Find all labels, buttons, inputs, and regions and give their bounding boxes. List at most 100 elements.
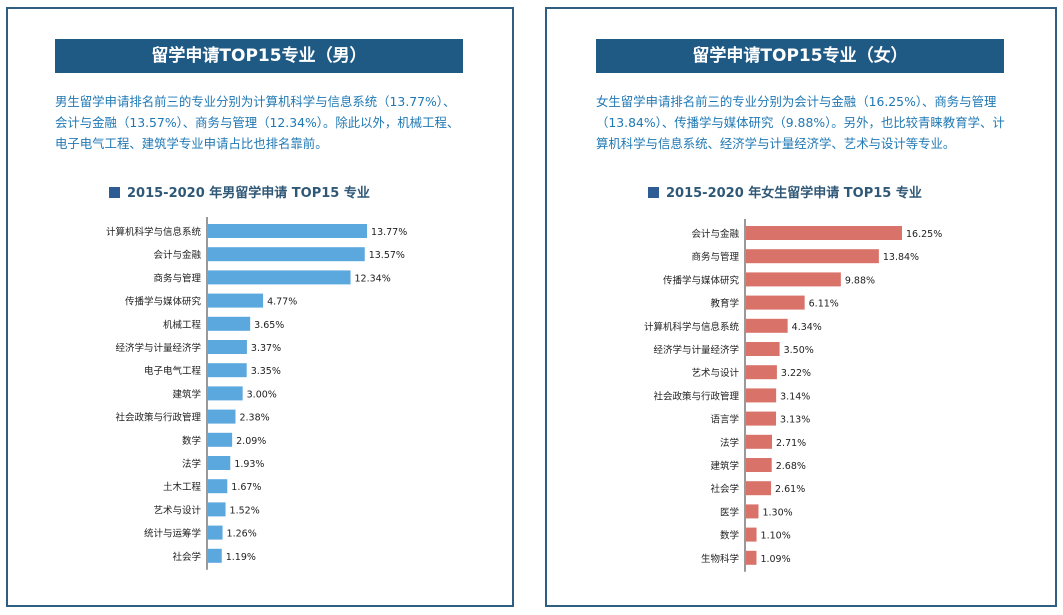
male-category-label: 土木工程 <box>163 481 202 493</box>
female-bar <box>746 365 777 380</box>
female-value-label: 16.25% <box>906 229 942 240</box>
female-category-label: 生物科学 <box>701 553 739 565</box>
male-value-label: 3.65% <box>254 320 284 331</box>
male-value-label: 13.57% <box>369 250 405 261</box>
male-value-label: 1.67% <box>231 482 261 493</box>
male-chart-title: 2015-2020 年男留学申请 TOP15 专业 <box>127 186 370 201</box>
female-bar <box>746 342 780 356</box>
male-chart-title-row: 2015-2020 年男留学申请 TOP15 专业 <box>109 185 370 203</box>
male-category-label: 社会学 <box>172 551 201 563</box>
female-category-label: 医学 <box>720 506 739 518</box>
female-category-label: 艺术与设计 <box>691 367 739 379</box>
male-category-label: 会计与金融 <box>153 249 201 261</box>
female-panel: 留学申请TOP15专业（女） 女生留学申请排名前三的专业分别为会计与金融（16.… <box>545 7 1057 607</box>
female-category-label: 数学 <box>720 530 739 542</box>
male-category-label: 数学 <box>182 435 201 447</box>
female-bar <box>746 411 777 426</box>
female-bar <box>746 226 902 240</box>
male-bar <box>208 363 247 378</box>
female-category-label: 计算机科学与信息系统 <box>644 321 740 333</box>
female-bar <box>746 481 772 496</box>
male-bar <box>208 247 365 262</box>
male-category-label: 经济学与计量经济学 <box>115 342 201 354</box>
male-category-label: 电子电气工程 <box>144 365 202 377</box>
male-bar <box>208 456 231 470</box>
female-value-label: 6.11% <box>809 299 839 310</box>
female-value-label: 13.84% <box>883 252 919 263</box>
female-bar <box>746 318 788 333</box>
female-chart-title: 2015-2020 年女生留学申请 TOP15 专业 <box>666 186 922 201</box>
female-bar <box>746 272 841 287</box>
female-value-label: 3.22% <box>781 368 811 379</box>
female-bar <box>746 434 773 449</box>
male-value-label: 13.77% <box>371 227 407 238</box>
female-banner: 留学申请TOP15专业（女） <box>596 39 1004 73</box>
male-bar <box>208 386 243 401</box>
male-value-label: 3.35% <box>251 366 281 377</box>
male-value-label: 4.77% <box>267 297 297 308</box>
female-bar-chart: 会计与金融 16.25% 商务与管理 13.84% 传播学与媒体研究 9.88% 教育学 6.… <box>644 219 942 572</box>
female-category-label: 建筑学 <box>710 460 739 472</box>
male-banner: 留学申请TOP15专业（男） <box>55 39 463 73</box>
male-value-label: 3.00% <box>247 389 277 400</box>
male-value-label: 1.26% <box>227 529 257 540</box>
male-bar <box>208 548 222 563</box>
female-category-label: 社会政策与行政管理 <box>653 390 739 402</box>
female-bar <box>746 249 879 264</box>
female-value-label: 1.10% <box>761 531 791 542</box>
female-bar <box>746 504 759 519</box>
female-value-label: 4.34% <box>792 322 822 333</box>
male-value-label: 1.19% <box>226 552 256 563</box>
female-bar <box>746 295 805 310</box>
male-bar <box>208 270 351 285</box>
male-value-label: 2.38% <box>239 413 269 424</box>
female-value-label: 3.50% <box>784 345 814 356</box>
female-bar <box>746 550 757 565</box>
male-bar <box>208 409 236 424</box>
male-category-label: 建筑学 <box>172 388 201 400</box>
female-value-label: 1.09% <box>760 554 790 565</box>
male-bar <box>208 316 251 331</box>
female-category-label: 传播学与媒体研究 <box>663 274 740 286</box>
female-bar <box>746 388 777 403</box>
female-value-label: 2.68% <box>776 461 806 472</box>
female-category-label: 会计与金融 <box>691 228 739 240</box>
male-category-label: 计算机科学与信息系统 <box>106 226 202 238</box>
male-value-label: 12.34% <box>355 273 391 284</box>
male-bar <box>208 502 226 517</box>
male-value-label: 3.37% <box>251 343 281 354</box>
female-category-label: 教育学 <box>710 298 739 310</box>
male-bar <box>208 432 233 447</box>
male-bar <box>208 340 247 354</box>
male-bar <box>208 525 223 540</box>
male-bar <box>208 224 368 238</box>
male-bar <box>208 479 228 494</box>
female-category-label: 社会学 <box>710 483 739 495</box>
square-bullet-icon <box>648 187 659 198</box>
male-value-label: 1.52% <box>230 505 260 516</box>
male-category-label: 传播学与媒体研究 <box>125 296 202 308</box>
female-category-label: 法学 <box>720 437 739 449</box>
male-category-label: 艺术与设计 <box>153 504 201 516</box>
female-category-label: 语言学 <box>710 414 739 426</box>
male-category-label: 商务与管理 <box>153 272 201 284</box>
female-category-label: 商务与管理 <box>691 251 739 263</box>
male-bar <box>208 293 264 308</box>
male-description: 男生留学申请排名前三的专业分别为计算机科学与信息系统（13.77%）、会计与金融… <box>55 94 460 151</box>
square-bullet-icon <box>109 187 120 198</box>
female-bar <box>746 458 772 472</box>
female-category-label: 经济学与计量经济学 <box>653 344 739 356</box>
male-category-label: 社会政策与行政管理 <box>115 412 201 424</box>
female-value-label: 9.88% <box>845 275 875 286</box>
female-value-label: 3.13% <box>780 415 810 426</box>
male-category-label: 法学 <box>182 458 201 470</box>
male-category-label: 统计与运筹学 <box>144 528 201 540</box>
female-bar <box>746 527 757 542</box>
male-value-label: 2.09% <box>236 436 266 447</box>
female-value-label: 3.14% <box>780 391 810 402</box>
male-bar-chart: 计算机科学与信息系统 13.77% 会计与金融 13.57% 商务与管理 12.34% 传播… <box>106 217 407 570</box>
male-panel: 留学申请TOP15专业（男） 男生留学申请排名前三的专业分别为计算机科学与信息系… <box>6 7 514 607</box>
male-value-label: 1.93% <box>234 459 264 470</box>
female-chart-title-row: 2015-2020 年女生留学申请 TOP15 专业 <box>648 185 922 203</box>
male-category-label: 机械工程 <box>163 319 202 331</box>
